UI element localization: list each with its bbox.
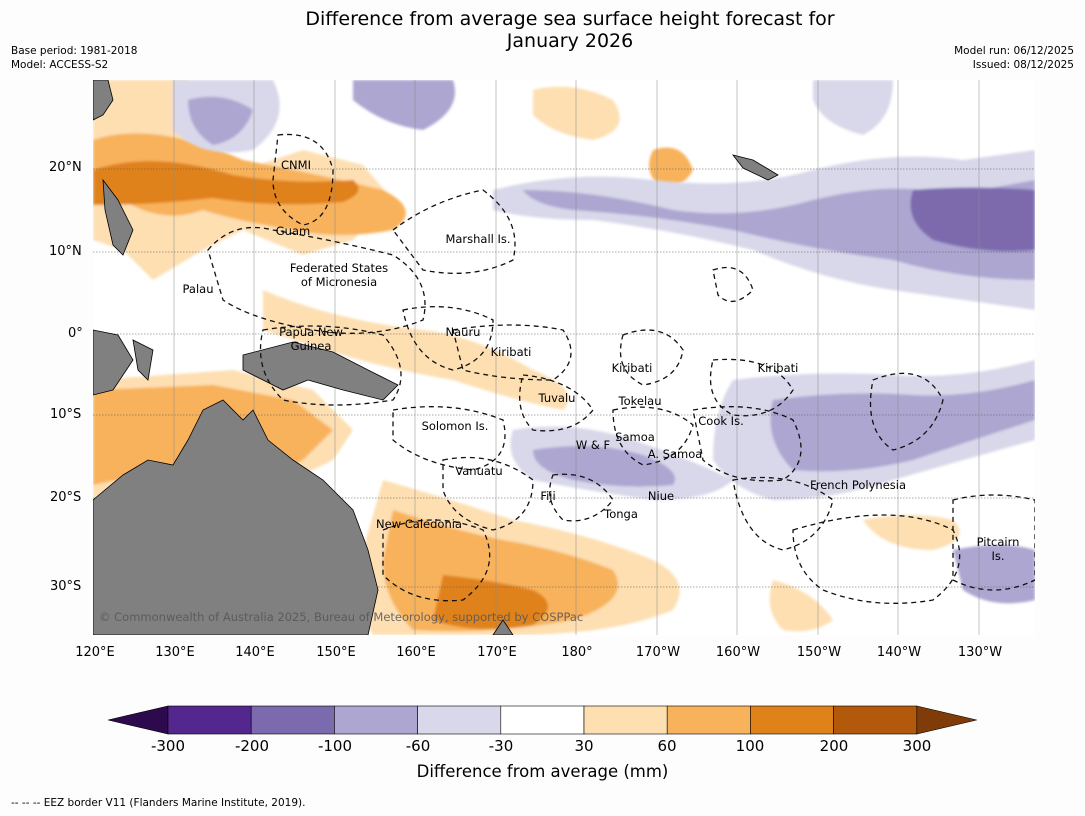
- eez-footnote: -- -- -- EEZ border V11 (Flanders Marine…: [11, 797, 306, 809]
- lat-label-20n: 20°N: [49, 160, 82, 175]
- label-kiribati-central: Kiribati: [611, 361, 653, 375]
- label-pitcairn: Pitcairn Is.: [976, 535, 1020, 563]
- lon-label-150e: 150°E: [316, 645, 356, 660]
- title-line-1: Difference from average sea surface heig…: [305, 8, 835, 30]
- colorbar-tick: -300: [150, 737, 186, 755]
- label-cook-islands: Cook Is.: [698, 414, 744, 428]
- sea-level-map: CNMI Guam Marshall Is. Federated States …: [93, 80, 1035, 635]
- label-tuvalu: Tuvalu: [538, 391, 576, 405]
- colorbar-segment: [666, 705, 751, 735]
- new-guinea-landmass: [242, 341, 399, 401]
- model-run: Model run: 06/12/2025: [954, 45, 1074, 57]
- label-guam: Guam: [275, 224, 311, 238]
- label-nauru: Nauru: [445, 325, 481, 339]
- colorbar-extend-low: [107, 705, 169, 735]
- lat-label-20s: 20°S: [50, 490, 82, 505]
- colorbar-segment: [167, 705, 252, 735]
- colorbar-tick: 30: [574, 737, 594, 755]
- label-new-caledonia: New Caledonia: [376, 517, 462, 531]
- colorbar-segment: [833, 705, 918, 735]
- lon-label-170w: 170°W: [635, 645, 681, 660]
- label-png: Papua New Guinea: [279, 325, 343, 353]
- colorbar-segment: [250, 705, 335, 735]
- borneo: [93, 329, 134, 396]
- base-period: Base period: 1981-2018: [11, 45, 138, 57]
- colorbar-segment: [334, 705, 418, 735]
- colorbar-tick: 60: [657, 737, 677, 755]
- label-cnmi: CNMI: [281, 158, 311, 172]
- base-period-info: Base period: 1981-2018 Model: ACCESS-S2: [11, 44, 137, 72]
- label-niue: Niue: [647, 489, 675, 503]
- label-fiji: Fiji: [540, 489, 556, 503]
- lon-label-160e: 160°E: [396, 645, 436, 660]
- colorbar-tick: -60: [405, 737, 431, 755]
- issued-date: Issued: 08/12/2025: [972, 59, 1074, 71]
- sulawesi: [132, 339, 154, 381]
- australia-landmass: [93, 399, 379, 635]
- model-name: Model: ACCESS-S2: [11, 59, 109, 71]
- label-palau: Palau: [182, 282, 214, 296]
- label-kiribati-east: Kiribati: [757, 361, 799, 375]
- lon-label-170e: 170°E: [477, 645, 517, 660]
- label-marshall-islands: Marshall Is.: [445, 232, 511, 246]
- colorbar-tick: 100: [735, 737, 765, 755]
- colorbar-tick: -30: [488, 737, 514, 755]
- lon-label-130e: 130°E: [155, 645, 195, 660]
- colorbar-label: Difference from average (mm): [416, 762, 669, 781]
- label-french-polynesia: French Polynesia: [809, 478, 907, 492]
- negative-anomaly-layer: [173, 80, 1035, 604]
- lat-label-10n: 10°N: [49, 244, 82, 259]
- label-wallis-futuna: W & F: [575, 438, 611, 452]
- colorbar-segment: [750, 705, 834, 735]
- lon-label-180: 180°: [561, 645, 593, 660]
- lon-label-130w: 130°W: [957, 645, 1003, 660]
- label-american-samoa: A. Samoa: [647, 447, 703, 461]
- label-tokelau: Tokelau: [618, 394, 662, 408]
- lat-label-10s: 10°S: [50, 407, 82, 422]
- colorbar-segment: [500, 705, 585, 735]
- title-line-2: January 2026: [506, 30, 634, 52]
- philippines: [102, 178, 134, 256]
- label-micronesia: Federated States of Micronesia: [289, 261, 389, 289]
- asia-coastline: [93, 80, 114, 121]
- eez-borders: [207, 133, 1035, 604]
- colorbar-tick: 300: [902, 737, 932, 755]
- colorbar-tick: -200: [234, 737, 270, 755]
- lat-label-0: 0°: [68, 326, 83, 341]
- colorbar-tick: -100: [317, 737, 353, 755]
- model-run-info: Model run: 06/12/2025 Issued: 08/12/2025: [954, 44, 1074, 72]
- colorbar-segment: [583, 705, 668, 735]
- land-layer: [93, 80, 779, 635]
- lon-label-160w: 160°W: [715, 645, 761, 660]
- lon-label-120e: 120°E: [75, 645, 115, 660]
- colorbar: [107, 705, 980, 739]
- lat-label-30s: 30°S: [50, 579, 82, 594]
- colorbar-segment: [417, 705, 502, 735]
- lon-label-150w: 150°W: [796, 645, 842, 660]
- lon-label-140e: 140°E: [235, 645, 275, 660]
- colorbar-tick: 200: [819, 737, 849, 755]
- lon-label-140w: 140°W: [876, 645, 922, 660]
- label-samoa: Samoa: [615, 430, 655, 444]
- label-kiribati-west: Kiribati: [490, 345, 532, 359]
- colorbar-extend-high: [916, 705, 977, 735]
- label-solomon-islands: Solomon Is.: [421, 419, 489, 433]
- map-title: Difference from average sea surface heig…: [0, 8, 1085, 52]
- copyright-notice: © Commonwealth of Australia 2025, Bureau…: [99, 610, 584, 624]
- label-vanuatu: Vanuatu: [455, 464, 503, 478]
- label-tonga: Tonga: [604, 507, 638, 521]
- hawaii: [731, 154, 779, 181]
- new-zealand-tip: [492, 619, 514, 635]
